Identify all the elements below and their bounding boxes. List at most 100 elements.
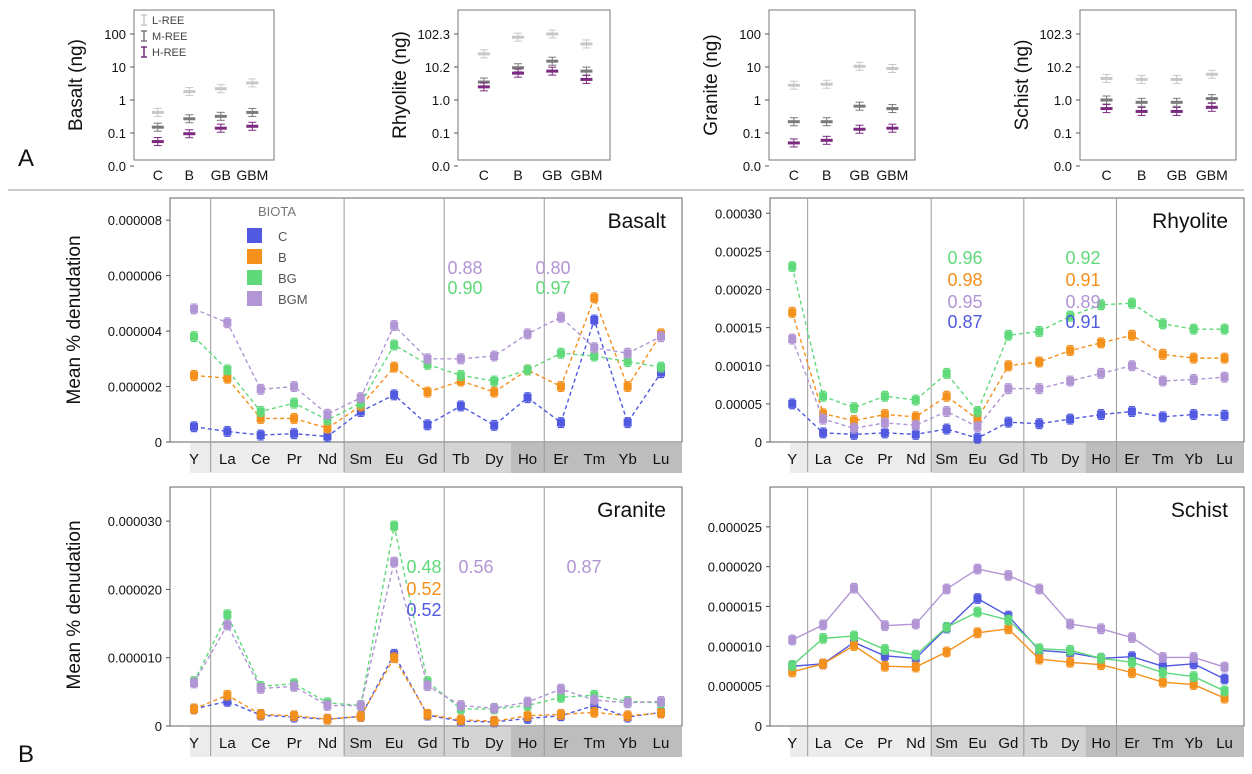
x-tick-label: Ce	[251, 451, 270, 468]
data-point	[880, 651, 889, 660]
data-point	[849, 584, 858, 593]
annotation-value: 0.88	[447, 258, 482, 278]
y-tick-label: 0.000004	[108, 324, 162, 339]
data-point	[788, 635, 797, 644]
x-tick-label: GBM	[236, 167, 268, 183]
data-point	[788, 335, 797, 344]
data-point	[456, 377, 465, 385]
data-point	[973, 422, 982, 431]
data-point	[456, 371, 465, 380]
data-point	[788, 667, 797, 676]
data-point	[1158, 412, 1167, 421]
x-tick-label: Sm	[935, 451, 958, 468]
x-tick-label: C	[789, 167, 799, 183]
category-band	[190, 443, 345, 473]
y-tick-label: 0.1	[743, 126, 761, 141]
data-point	[1035, 419, 1044, 428]
data-point	[1127, 361, 1136, 370]
x-tick-label: Tm	[1152, 451, 1174, 468]
data-point	[819, 392, 828, 401]
data-point	[223, 610, 232, 619]
legend-swatch	[247, 291, 262, 306]
annotation-value: 0.96	[947, 248, 982, 268]
x-tick-label: La	[815, 451, 832, 468]
data-point	[849, 403, 858, 412]
category-band	[190, 727, 345, 757]
data-point	[623, 711, 632, 720]
x-tick-label: B	[185, 167, 194, 183]
y-tick-label: 0.0	[108, 159, 126, 174]
data-point	[556, 693, 565, 702]
data-point	[456, 354, 465, 363]
chart-title: Rhyolite	[1152, 210, 1228, 233]
x-tick-label: GB	[849, 167, 869, 183]
data-point	[911, 412, 920, 421]
chart-title: Granite	[597, 499, 666, 522]
data-point	[323, 701, 332, 710]
data-point	[323, 715, 332, 724]
x-tick-label: Eu	[385, 735, 403, 752]
data-point	[523, 329, 532, 338]
data-point	[390, 390, 399, 399]
data-point	[523, 365, 532, 374]
category-band	[510, 443, 682, 473]
x-tick-label: Er	[553, 735, 568, 752]
data-point	[1097, 660, 1106, 669]
data-point	[356, 393, 365, 402]
plot-frame	[1079, 9, 1237, 161]
category-band	[931, 727, 1086, 757]
data-point	[973, 434, 982, 443]
y-tick-label: 0.1	[108, 126, 126, 141]
x-tick-label: Sm	[935, 735, 958, 752]
ree-chart-basalt: 0 0.000002 0.000004 0.000006 0.000008 Mean % …	[64, 197, 683, 473]
data-point	[590, 708, 599, 717]
y-tick-label: 0.000002	[108, 380, 162, 395]
legend-swatch	[247, 249, 262, 264]
x-tick-label: La	[219, 735, 236, 752]
data-point	[880, 418, 889, 427]
data-point	[1158, 678, 1167, 687]
x-tick-label: Nd	[906, 451, 925, 468]
annotation-value: 0.91	[1065, 270, 1100, 290]
data-point	[973, 594, 982, 603]
plot-frame	[769, 486, 1245, 727]
data-point	[788, 262, 797, 271]
data-point	[849, 641, 858, 650]
x-tick-label: Pr	[287, 451, 302, 468]
data-point	[1127, 633, 1136, 642]
annotation-value: 0.87	[947, 312, 982, 332]
x-tick-label: Y	[787, 451, 797, 468]
data-point	[1127, 331, 1136, 340]
x-tick-label: Yb	[618, 735, 636, 752]
small-chart-4: 102.3 10.2 1.0 0.1 0.0 Schist (ng) C B GB GBM	[1012, 9, 1237, 183]
x-tick-label: Gd	[417, 735, 437, 752]
annotation-value: 0.90	[447, 278, 482, 298]
data-point	[490, 352, 499, 361]
data-point	[911, 421, 920, 430]
data-point	[356, 399, 365, 408]
x-tick-label: La	[219, 451, 236, 468]
data-point	[1097, 624, 1106, 633]
small-chart-2: 102.3 10.2 1.0 0.1 0.0 Rhyolite (ng) C B GB GBM	[390, 9, 611, 183]
data-point	[1189, 354, 1198, 363]
data-point	[1066, 346, 1075, 355]
data-point	[1127, 668, 1136, 677]
data-point	[942, 647, 951, 656]
legend-swatch	[247, 270, 262, 285]
x-tick-label: Ce	[844, 735, 863, 752]
data-point	[490, 388, 499, 397]
data-point	[256, 407, 265, 416]
data-point	[190, 422, 199, 431]
data-point	[423, 354, 432, 363]
data-point	[623, 357, 632, 366]
y-tick-label: 10.2	[1047, 60, 1072, 75]
x-tick-label: Er	[1124, 451, 1139, 468]
annotation-value: 0.91	[1065, 312, 1100, 332]
y-tick-label: 0.0	[1054, 159, 1072, 174]
data-point	[1220, 325, 1229, 334]
series-line-b	[193, 295, 662, 429]
data-point	[1097, 654, 1106, 663]
data-point	[223, 697, 232, 706]
panel-label-a: A	[18, 145, 34, 172]
